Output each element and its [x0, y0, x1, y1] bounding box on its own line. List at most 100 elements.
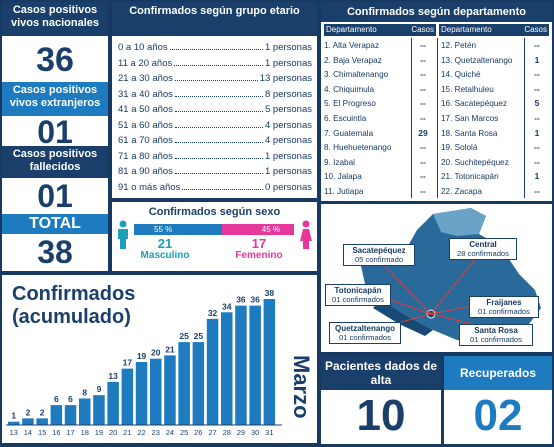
dept-cases: --	[420, 186, 426, 196]
age-range: 81 a 90 años	[118, 166, 173, 177]
bar	[249, 305, 261, 425]
data-label: 25	[194, 331, 204, 341]
female-count: 17	[251, 236, 267, 251]
dept-name: 9. Izabal	[324, 157, 355, 167]
leader-dots	[174, 151, 263, 159]
dept-cases: --	[534, 186, 540, 196]
dept-cases: --	[534, 69, 540, 80]
data-label: 20	[151, 348, 161, 358]
map-label-fraijanes: Fraijanes 01 confirmados	[469, 296, 539, 318]
tick-label: 26	[194, 428, 202, 437]
chart-title-line2: (acumulado)	[12, 306, 131, 328]
rec-label: Recuperados	[444, 356, 552, 390]
dept-name: 1. Alta Verapaz	[324, 41, 380, 50]
dept-header-left: Departamento Casos	[324, 24, 436, 36]
discharged-panel: Pacientes dados de alta 10	[321, 356, 441, 444]
data-label: 17	[123, 358, 133, 368]
tick-label: 29	[237, 428, 245, 437]
fallecidos-value: 01	[37, 178, 73, 214]
dept-cases: 29	[418, 127, 428, 138]
data-label: 2	[40, 407, 45, 417]
age-title: Confirmados según grupo etario	[112, 2, 317, 36]
age-row: 41 a 50 años 5 personas	[118, 104, 312, 116]
age-range: 71 a 80 años	[118, 150, 173, 162]
leader-dots	[174, 58, 263, 66]
recovered-panel: Recuperados 02	[444, 356, 552, 444]
dept-header-right: Departamento Casos	[439, 24, 549, 36]
age-count: 5 personas	[264, 104, 312, 115]
leader-dots	[182, 182, 263, 190]
age-count: 0 personas	[264, 181, 312, 193]
map-label-santa-rosa: Santa Rosa 01 confirmados	[459, 324, 533, 346]
dept-cases: --	[420, 83, 426, 94]
bar	[206, 318, 219, 425]
dept-cases: --	[420, 156, 426, 167]
dept-cases: 1	[534, 127, 540, 138]
bar	[178, 342, 190, 425]
data-label: 6	[54, 394, 59, 404]
age-range: 11 a 20 años	[118, 57, 173, 69]
leader-dots	[169, 42, 263, 50]
data-label: 13	[108, 371, 118, 381]
total-label: TOTAL	[2, 214, 108, 234]
dept-name: 10. Jalapa	[324, 172, 362, 182]
alta-label: Pacientes dados de alta	[321, 356, 441, 390]
age-count: 1 personas	[264, 57, 312, 69]
map-label-central: Central 28 confirmados	[449, 238, 517, 260]
leader-dots	[174, 89, 263, 97]
age-count: 1 personas	[264, 166, 312, 177]
male-icon	[118, 220, 128, 249]
age-row: 51 a 60 años 4 personas	[118, 120, 312, 132]
map-region	[433, 208, 486, 236]
nacionales-value: 36	[36, 41, 74, 79]
dept-name: 3. Chimaltenango	[324, 70, 389, 80]
bar	[107, 381, 119, 425]
age-range: 41 a 50 años	[118, 104, 173, 115]
tick-label: 16	[52, 428, 60, 437]
age-count: 8 personas	[264, 88, 312, 100]
age-count: 13 personas	[259, 73, 312, 84]
male-pct: 55 %	[154, 225, 173, 234]
bar	[22, 418, 34, 425]
age-row: 71 a 80 años 1 personas	[118, 151, 312, 163]
data-label: 9	[97, 384, 102, 394]
map-label-quetzaltenango: Quetzaltenango 01 confirmados	[329, 322, 401, 344]
total-value: 38	[37, 234, 73, 270]
summary-panel: Casos positivos vivos nacionales 36 Caso…	[2, 2, 108, 271]
bar	[8, 421, 20, 425]
dept-cases: --	[420, 98, 426, 109]
alta-value: 10	[356, 391, 406, 440]
data-label: 8	[82, 387, 87, 397]
dept-name: 13. Quetzaltenango	[441, 55, 513, 65]
age-row: 21 a 30 años 13 personas	[118, 73, 312, 85]
cumulative-chart-panel: Confirmados (acumulado) 1 13 2 14 2 15 6 16 6 17 8…	[2, 275, 317, 443]
bar-chart: 1 13 2 14 2 15 6 16 6 17 8 18 9 19 13 20 17 21 19 22 20 23 21 2…	[6, 288, 282, 437]
sex-panel: Confirmados según sexo 55 % 45 % 21 Masc…	[112, 202, 317, 271]
bar	[235, 305, 247, 425]
dept-cases: --	[534, 40, 540, 50]
dept-header-name: Departamento	[326, 25, 377, 34]
bar	[36, 418, 48, 425]
dept-header-cases: Casos	[524, 25, 547, 34]
data-label: 36	[250, 295, 260, 305]
fallecidos-label: Casos positivos fallecidos	[2, 146, 108, 178]
chart-title-line1: Confirmados	[12, 283, 136, 305]
dept-name: 8. Huehuetenango	[324, 143, 392, 153]
age-row: 91 o más años 0 personas	[118, 182, 312, 194]
month-label: Marzo	[289, 355, 314, 419]
tick-label: 24	[166, 428, 174, 437]
bar	[164, 355, 176, 425]
data-label: 19	[137, 351, 147, 361]
divider	[524, 38, 525, 198]
divider	[437, 38, 438, 198]
map-region	[373, 300, 433, 336]
map-label-totonicapan: Totonicapán 01 confirmados	[325, 284, 391, 306]
sex-bar: 55 % 45 %	[134, 224, 294, 235]
age-group-panel: Confirmados según grupo etario 0 a 10 añ…	[112, 2, 317, 198]
dept-cases: --	[420, 171, 426, 182]
tick-label: 27	[208, 428, 216, 437]
tick-label: 23	[152, 428, 160, 437]
data-label: 32	[208, 308, 218, 318]
age-range: 21 a 30 años	[118, 73, 173, 84]
tick-label: 31	[265, 428, 273, 437]
